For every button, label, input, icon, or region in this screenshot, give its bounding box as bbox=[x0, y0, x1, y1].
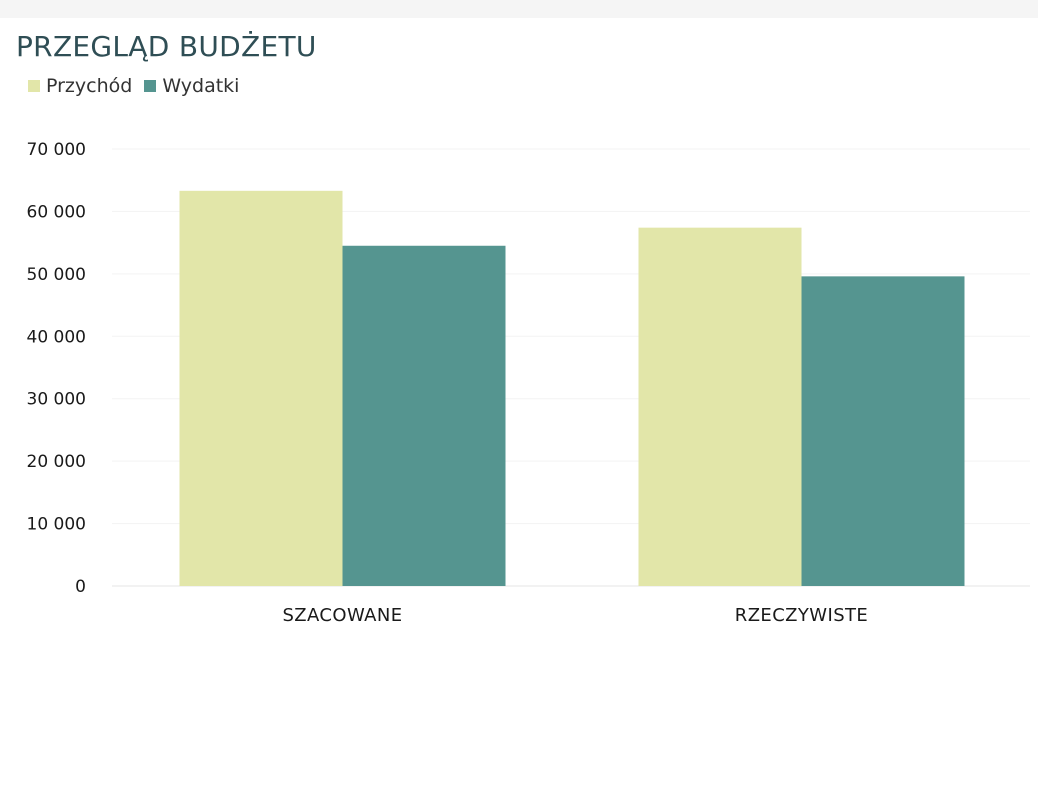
window-top-strip bbox=[0, 0, 1038, 18]
bar-przychód-rzeczywiste bbox=[638, 227, 802, 586]
legend-swatch-wydatki bbox=[144, 80, 157, 92]
y-tick-label: 70 000 bbox=[27, 140, 86, 160]
chart-legend: Przychód Wydatki bbox=[28, 75, 251, 97]
y-tick-label: 30 000 bbox=[27, 390, 86, 410]
bar-przychód-szacowane bbox=[179, 190, 343, 586]
x-category-label: RZECZYWISTE bbox=[735, 605, 868, 626]
x-category-label: SZACOWANE bbox=[282, 605, 402, 626]
bar-wydatki-szacowane bbox=[342, 245, 506, 586]
legend-label-wydatki: Wydatki bbox=[162, 75, 240, 97]
chart-title: PRZEGLĄD BUDŻETU bbox=[16, 30, 317, 63]
legend-item-przychod: Przychód bbox=[28, 75, 132, 97]
bar-wydatki-rzeczywiste bbox=[801, 276, 965, 586]
y-tick-label: 40 000 bbox=[27, 327, 86, 347]
y-tick-label: 0 bbox=[75, 577, 86, 597]
legend-label-przychod: Przychód bbox=[46, 75, 133, 97]
y-tick-label: 60 000 bbox=[27, 202, 86, 222]
legend-swatch-przychod bbox=[28, 80, 40, 92]
y-tick-label: 20 000 bbox=[27, 452, 86, 472]
legend-item-wydatki: Wydatki bbox=[144, 75, 239, 97]
y-tick-label: 50 000 bbox=[27, 265, 86, 285]
y-tick-label: 10 000 bbox=[27, 515, 86, 535]
